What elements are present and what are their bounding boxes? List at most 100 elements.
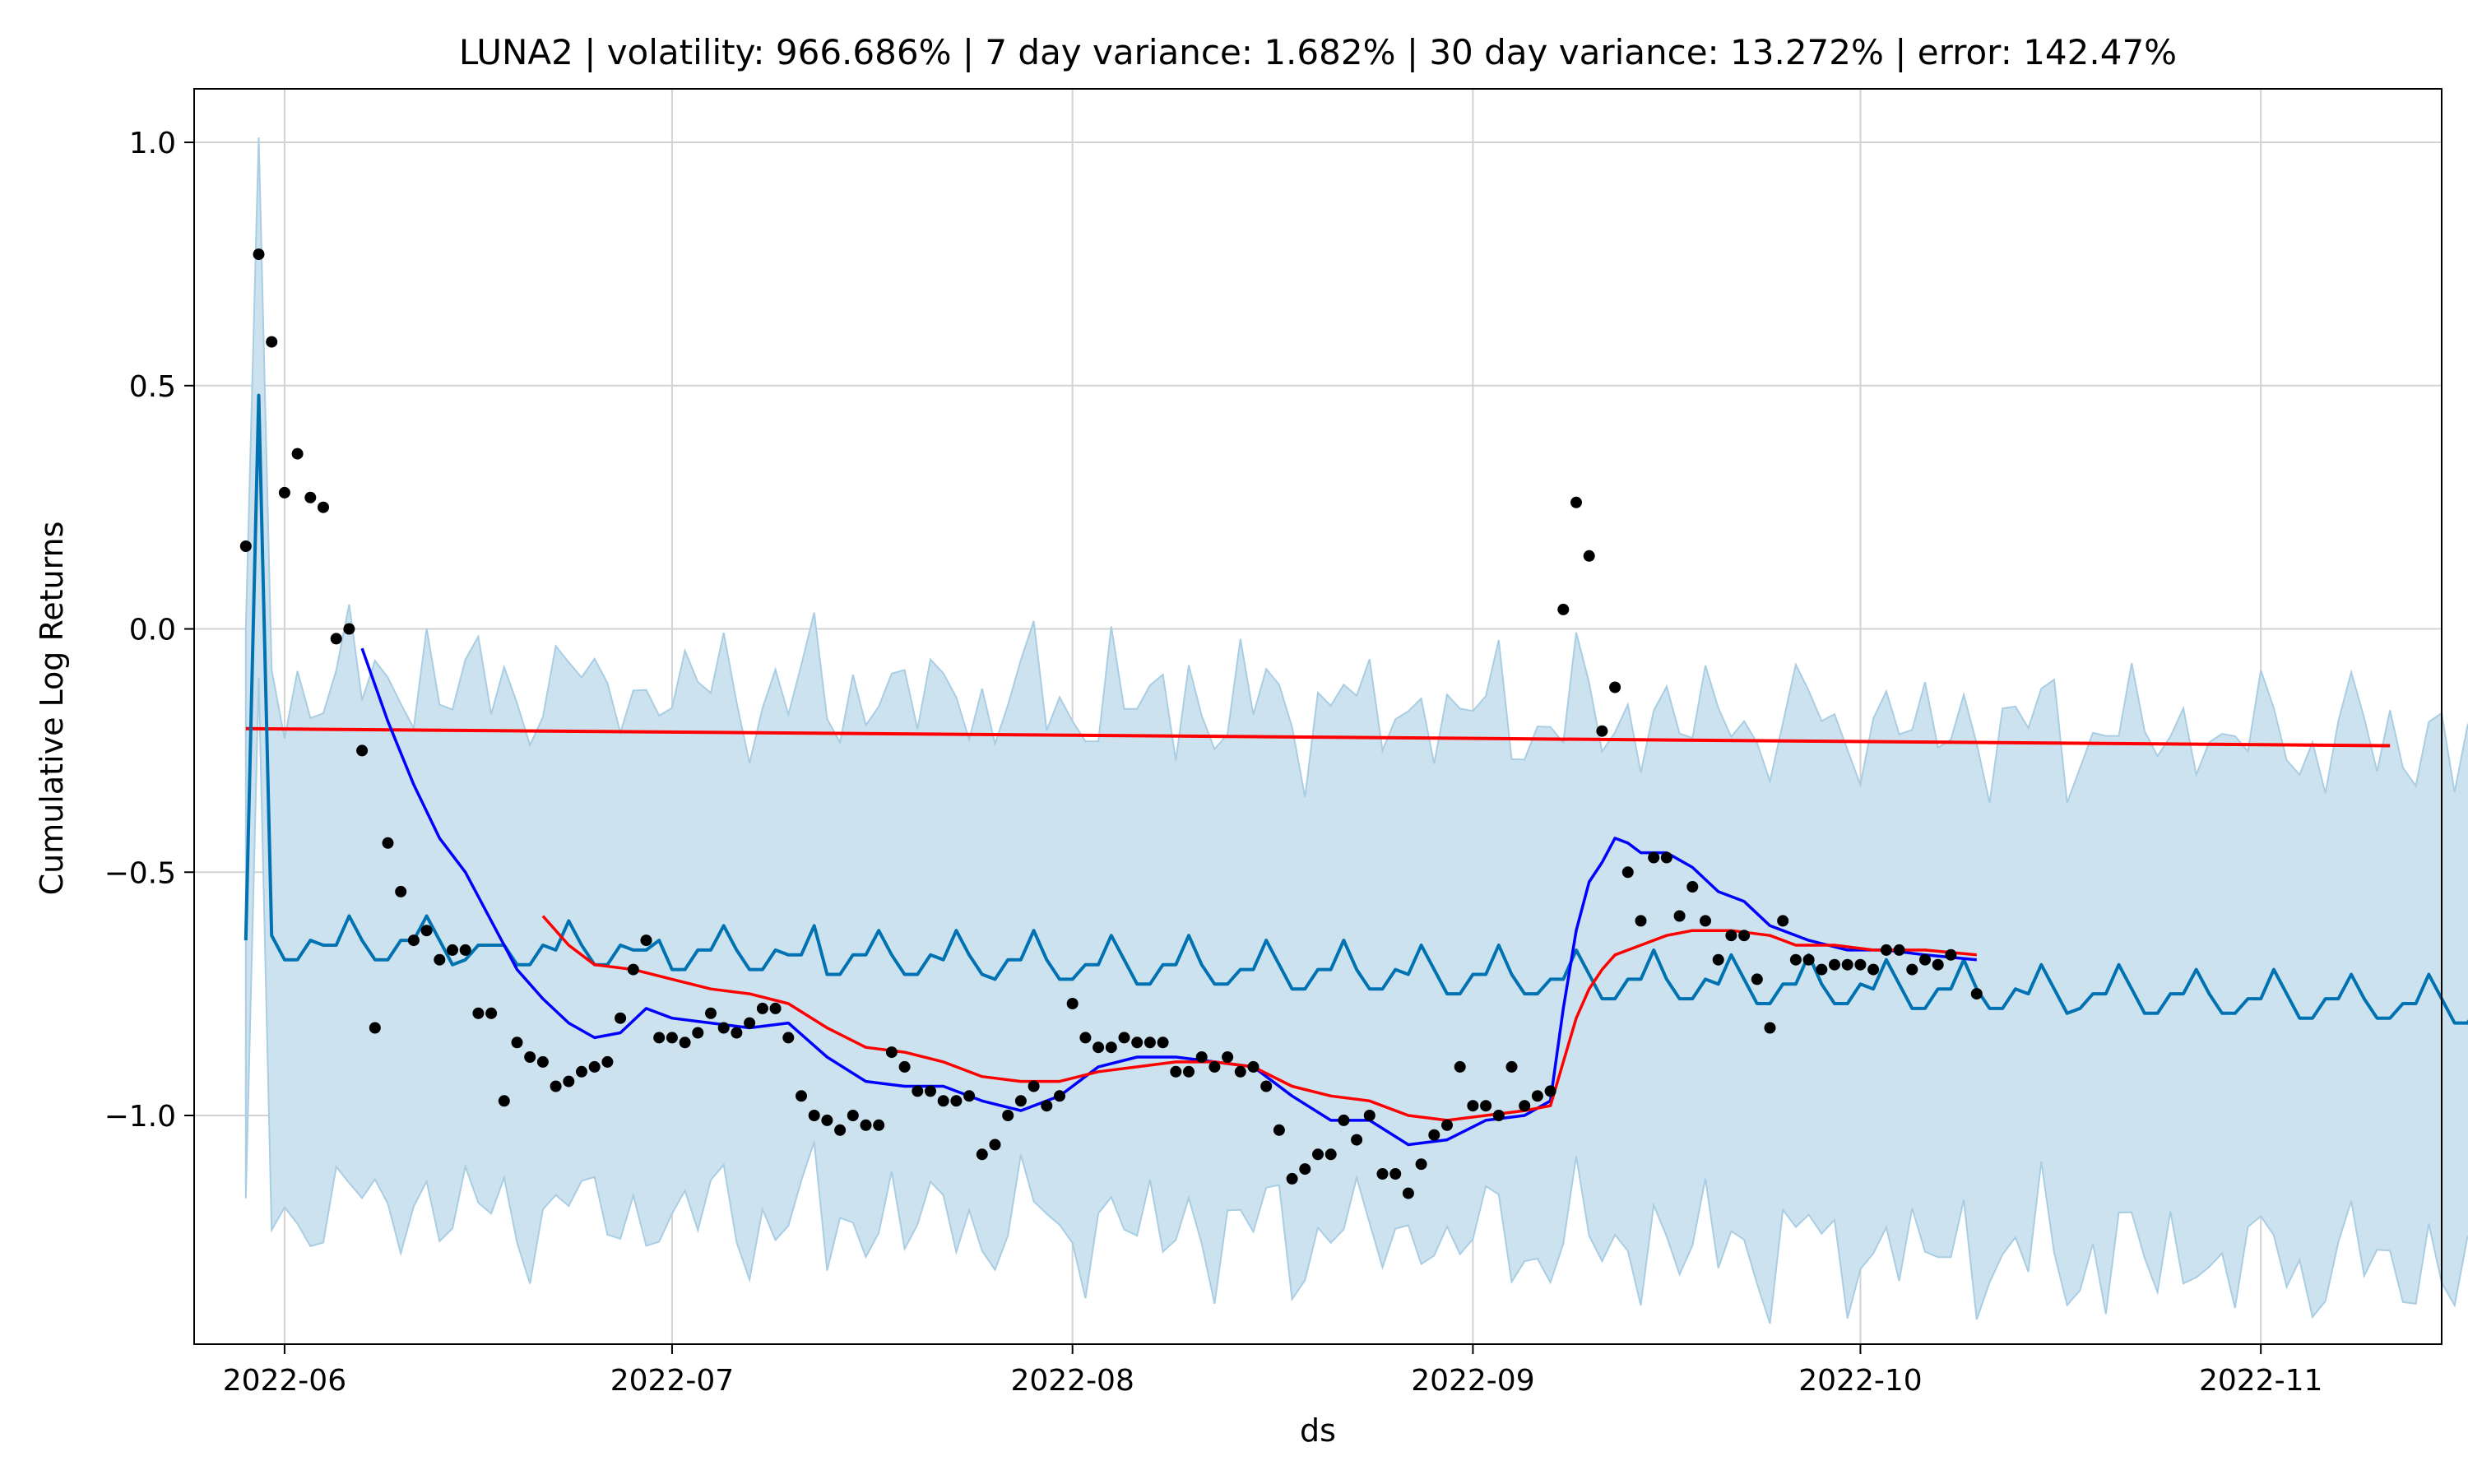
observed-point xyxy=(937,1095,949,1107)
observed-point xyxy=(756,1002,768,1014)
observed-point xyxy=(1816,963,1828,976)
observed-point xyxy=(1441,1119,1453,1131)
observed-point xyxy=(1673,910,1686,922)
observed-point xyxy=(1919,953,1931,966)
observed-point xyxy=(318,501,329,513)
observed-point xyxy=(1880,944,1892,956)
observed-point xyxy=(1234,1065,1246,1078)
observed-point xyxy=(1802,953,1815,966)
observed-point xyxy=(1531,1090,1543,1102)
observed-point xyxy=(1208,1060,1221,1073)
observed-point xyxy=(666,1032,678,1044)
y-tick-label: −0.5 xyxy=(104,856,176,890)
observed-point xyxy=(1932,958,1944,971)
observed-point xyxy=(925,1085,936,1097)
observed-point xyxy=(1260,1080,1273,1092)
observed-point xyxy=(1841,958,1853,971)
observed-point xyxy=(1338,1114,1350,1126)
observed-point xyxy=(1557,603,1570,615)
observed-point xyxy=(1480,1100,1492,1112)
observed-point xyxy=(1570,496,1582,508)
observed-point xyxy=(1906,963,1918,976)
observed-point xyxy=(1376,1168,1389,1180)
observed-point xyxy=(898,1060,911,1073)
observed-point xyxy=(1415,1158,1427,1171)
observed-point xyxy=(1945,948,1957,961)
forecast-line xyxy=(244,393,2468,1025)
observed-point xyxy=(1970,988,1983,1000)
observed-point xyxy=(1428,1129,1440,1141)
observed-point xyxy=(576,1065,587,1078)
observed-point xyxy=(369,1022,381,1034)
observed-point xyxy=(1454,1060,1466,1073)
observed-point xyxy=(343,623,355,635)
observed-point xyxy=(1544,1085,1556,1097)
observed-point xyxy=(821,1114,833,1126)
observed-point xyxy=(420,925,433,937)
observed-point xyxy=(744,1017,756,1029)
observed-point xyxy=(847,1110,859,1121)
observed-point xyxy=(1505,1060,1518,1073)
observed-point xyxy=(1635,915,1647,927)
observed-point xyxy=(1492,1110,1505,1121)
x-tick-label: 2022-10 xyxy=(1798,1364,1922,1398)
observed-point xyxy=(1041,1100,1053,1112)
observed-point xyxy=(615,1012,627,1024)
observed-point xyxy=(1183,1065,1195,1078)
observed-point xyxy=(1079,1032,1092,1044)
observed-point xyxy=(1066,998,1079,1009)
observed-point xyxy=(1583,550,1595,562)
observed-point xyxy=(1738,930,1751,942)
observed-point xyxy=(873,1119,885,1131)
observed-point xyxy=(407,934,420,947)
observed-point xyxy=(1157,1036,1169,1049)
uncertainty-interval xyxy=(244,137,2468,1324)
y-tick-label: 0.5 xyxy=(129,370,176,404)
observed-point xyxy=(885,1046,898,1059)
observed-point xyxy=(1402,1187,1414,1199)
observed-point xyxy=(1467,1100,1479,1112)
observed-point xyxy=(976,1148,988,1161)
observed-point xyxy=(1777,915,1789,927)
observed-point xyxy=(550,1080,562,1092)
observed-point xyxy=(1028,1080,1040,1092)
observed-point xyxy=(447,944,458,956)
observed-point xyxy=(1093,1041,1105,1054)
observed-point xyxy=(588,1060,601,1073)
plot-frame xyxy=(193,88,2442,1345)
observed-point xyxy=(1273,1124,1285,1136)
observed-point xyxy=(1105,1041,1117,1054)
x-tick-label: 2022-09 xyxy=(1411,1364,1534,1398)
observed-point xyxy=(627,963,639,976)
x-tick-label: 2022-07 xyxy=(610,1364,734,1398)
observed-point xyxy=(1002,1110,1014,1121)
observed-point xyxy=(1789,953,1802,966)
observed-point xyxy=(782,1032,795,1044)
x-tick-label: 2022-08 xyxy=(1010,1364,1134,1398)
observed-points xyxy=(239,248,1983,1199)
x-axis-label: ds xyxy=(1300,1412,1336,1449)
forecast-line-group xyxy=(244,393,2468,1025)
observed-point xyxy=(705,1007,717,1019)
y-tick-label: −1.0 xyxy=(104,1100,176,1134)
observed-point xyxy=(1170,1065,1182,1078)
observed-point xyxy=(1286,1172,1298,1185)
observed-point xyxy=(912,1085,924,1097)
uncertainty-band xyxy=(244,137,2468,1324)
observed-point xyxy=(472,1007,485,1019)
x-tick-label: 2022-06 xyxy=(223,1364,346,1398)
observed-point xyxy=(796,1090,807,1102)
observed-point xyxy=(1195,1051,1208,1063)
y-axis-ticks: 1.0 0.5 0.0 −0.5 −1.0 xyxy=(104,127,194,1134)
y-tick-label: 1.0 xyxy=(129,127,176,160)
observed-point xyxy=(692,1027,704,1039)
observed-point xyxy=(1118,1032,1130,1044)
observed-point xyxy=(1751,973,1763,985)
observed-point xyxy=(291,448,304,460)
moving-average-long-line xyxy=(541,915,1977,1122)
observed-point xyxy=(536,1055,549,1068)
observed-point xyxy=(769,1002,782,1014)
trend-line-group xyxy=(245,726,2391,748)
observed-point xyxy=(1893,944,1905,956)
